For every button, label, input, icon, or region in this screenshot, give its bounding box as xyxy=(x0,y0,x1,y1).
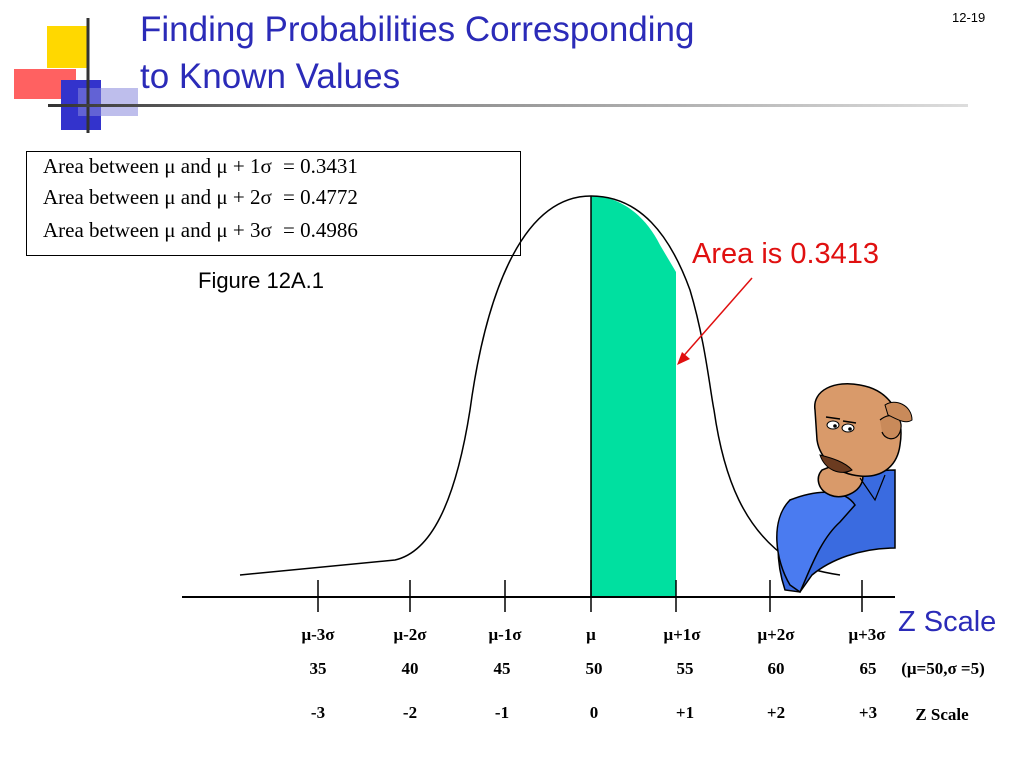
tick-label-z-plus2: +2 xyxy=(767,703,785,722)
tick-label-value-65: 65 xyxy=(860,659,877,678)
area-row-3-label: Area between μ and μ + 3σ xyxy=(43,218,272,242)
area-row-2: Area between μ and μ + 2σ = 0.4772 xyxy=(43,185,358,210)
tick-label-symbol-plus3: μ+3σ xyxy=(848,625,886,644)
slide-title-line2: to Known Values xyxy=(140,57,401,96)
tick-label-z-plus3: +3 xyxy=(859,703,877,722)
tick-label-value-40: 40 xyxy=(402,659,419,678)
area-row-1-label: Area between μ and μ + 1σ xyxy=(43,154,272,178)
title-underline xyxy=(48,104,968,107)
tick-label-z-plus1: +1 xyxy=(676,703,694,722)
shaded-area-mu-to-1sigma xyxy=(591,196,676,597)
tick-label-z-zero: 0 xyxy=(590,703,599,722)
area-callout: Area is 0.3413 xyxy=(692,238,880,270)
callout-arrow-head xyxy=(677,352,690,365)
area-row-2-value: = 0.4772 xyxy=(283,185,358,209)
tick-label-value-50: 50 xyxy=(586,659,603,678)
callout-arrow-line xyxy=(679,277,753,361)
tick-label-value-55: 55 xyxy=(677,659,694,678)
area-row-3: Area between μ and μ + 3σ = 0.4986 xyxy=(43,218,358,243)
z-scale-caption: Z Scale xyxy=(915,705,969,724)
bell-curve xyxy=(239,195,841,576)
slide-title-line1: Finding Probabilities Corresponding xyxy=(140,10,695,49)
tick-label-symbol-minus2: μ-2σ xyxy=(393,625,427,644)
area-summary-box: Area between μ and μ + 1σ = 0.3431 Area … xyxy=(26,151,521,256)
slide-number: 12-19 xyxy=(952,10,986,25)
thinking-man-icon xyxy=(776,383,913,594)
tick-label-z-minus3: -3 xyxy=(311,703,325,722)
tick-label-symbol-plus1: μ+1σ xyxy=(663,625,701,644)
tick-label-symbol-zero: μ xyxy=(586,625,596,644)
area-row-1: Area between μ and μ + 1σ = 0.3431 xyxy=(43,154,358,179)
tick-label-symbol-plus2: μ+2σ xyxy=(757,625,795,644)
area-row-3-value: = 0.4986 xyxy=(283,218,358,242)
tick-label-symbol-minus1: μ-1σ xyxy=(488,625,522,644)
distribution-params: (μ=50,σ =5) xyxy=(901,659,985,678)
area-row-1-value: = 0.3431 xyxy=(283,154,358,178)
tick-label-z-minus1: -1 xyxy=(495,703,509,722)
deco-yellow-square xyxy=(47,26,89,68)
tick-label-value-45: 45 xyxy=(494,659,511,678)
corner-decoration xyxy=(14,18,138,133)
z-scale-heading: Z Scale xyxy=(898,606,997,638)
tick-label-value-60: 60 xyxy=(768,659,785,678)
tick-label-symbol-minus3: μ-3σ xyxy=(301,625,335,644)
figure-label: Figure 12A.1 xyxy=(198,268,324,293)
tick-label-value-35: 35 xyxy=(310,659,327,678)
area-row-2-label: Area between μ and μ + 2σ xyxy=(43,185,272,209)
tick-label-z-minus2: -2 xyxy=(403,703,417,722)
